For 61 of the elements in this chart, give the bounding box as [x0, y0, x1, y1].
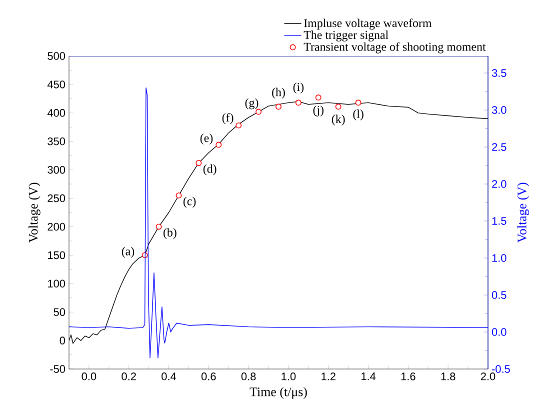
point	[196, 160, 202, 166]
y-tick-label: 200	[48, 222, 66, 231]
y2-tick-label: 1.5	[492, 217, 506, 225]
annotation: (d)	[203, 164, 216, 176]
y-tick-label: 100	[48, 280, 66, 288]
annotation: (k)	[332, 114, 345, 126]
x-tick-label: 1.8	[441, 372, 456, 380]
annotation: (h)	[272, 88, 285, 99]
annotation: (a)	[122, 246, 134, 258]
legend-label: Impluse voltage waveform	[304, 18, 432, 30]
y2-tick-label: 3.0	[492, 106, 506, 114]
annotation: (c)	[183, 196, 196, 208]
y-tick-label: 250	[48, 194, 66, 202]
legend-label: Transient voltage of shooting moment	[304, 42, 486, 54]
point	[276, 104, 282, 110]
y-tick-label: 450	[47, 80, 66, 88]
legend-label: The trigger signal	[304, 30, 388, 42]
annotation: (g)	[245, 98, 258, 110]
y2-tick-label: -0.5	[492, 365, 510, 373]
y-tick-label: 150	[48, 251, 66, 260]
y-tick-label: 400	[47, 109, 66, 117]
x-tick-label: 0.4	[162, 372, 176, 380]
y2-tick-label: 2.0	[492, 180, 506, 188]
point	[216, 142, 222, 148]
point	[335, 104, 342, 110]
x-tick-label: 1.2	[322, 372, 336, 380]
y2-tick-label: 0.0	[492, 328, 506, 336]
annotation: (e)	[200, 134, 213, 145]
x-axis-title: Time (t/μs)	[250, 387, 307, 399]
y2-axis-title: Voltage (V)	[517, 182, 530, 243]
annotation: (l)	[353, 110, 364, 120]
y-tick-label: 500	[48, 52, 66, 60]
annotation: (i)	[293, 82, 304, 94]
y2-tick-label: 3.5	[492, 69, 506, 77]
x-tick-label: 0.8	[241, 372, 256, 380]
y-tick-label: 0	[60, 336, 66, 344]
point	[256, 108, 262, 115]
y2-tick-label: 1.0	[492, 254, 506, 262]
y-tick-label: 50	[54, 308, 66, 316]
annotation: (b)	[164, 228, 176, 239]
x-tick-label: 2.0	[480, 372, 496, 380]
y2-tick-label: 0.5	[492, 291, 506, 299]
x-tick-label: 0.0	[82, 372, 96, 380]
y2-tick-label: 2.5	[492, 143, 506, 151]
x-tick-label: 1.0	[282, 372, 296, 380]
point	[355, 100, 362, 106]
x-tick-label: 1.4	[362, 372, 376, 380]
annotation: (f)	[222, 113, 234, 124]
x-tick-label: 1.6	[401, 372, 416, 380]
point	[156, 224, 162, 230]
y-tick-label: -50	[50, 365, 66, 373]
annotation: (j)	[313, 106, 324, 116]
y-tick-label: 300	[48, 166, 66, 174]
point	[295, 100, 302, 106]
x-tick-label: 0.6	[201, 372, 216, 380]
x-tick-label: 0.2	[122, 372, 136, 380]
point	[236, 122, 242, 128]
y-tick-label: 350	[48, 137, 66, 146]
point	[176, 192, 182, 198]
y-axis-title: Voltage (V)	[28, 182, 40, 243]
point	[315, 94, 322, 101]
